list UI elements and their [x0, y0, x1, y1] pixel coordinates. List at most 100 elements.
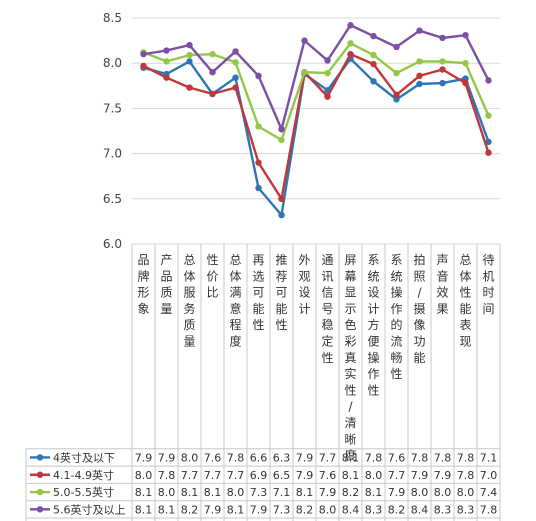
- data-label: 6.9: [250, 469, 268, 482]
- data-point: [232, 84, 239, 91]
- data-label: 8.4: [342, 503, 360, 516]
- data-point: [370, 51, 377, 59]
- y-tick-label: 8.0: [103, 56, 122, 70]
- category-label: 拍照/摄像功能: [413, 252, 425, 365]
- category-label: 声音效果: [436, 253, 448, 316]
- data-label: 8.1: [135, 503, 153, 516]
- data-point: [485, 138, 492, 146]
- data-label: 7.9: [434, 469, 452, 482]
- data-label: 8.1: [342, 451, 360, 464]
- data-label: 7.9: [388, 486, 406, 499]
- data-label: 6.5: [273, 469, 291, 482]
- data-label: 7.0: [480, 469, 498, 482]
- data-label: 7.8: [480, 503, 498, 516]
- data-point: [255, 184, 262, 192]
- data-label: 7.9: [319, 486, 337, 499]
- data-point: [462, 60, 469, 67]
- data-point: [186, 58, 193, 65]
- data-label: 8.2: [296, 503, 314, 516]
- data-label: 7.4: [480, 486, 498, 499]
- y-axis-ticks: 6.0 6.5 7.0 7.5 8.0 8.5: [103, 11, 122, 251]
- data-label: 8.0: [319, 503, 337, 516]
- data-point: [416, 80, 423, 88]
- data-point: [255, 72, 262, 80]
- data-label: 7.9: [296, 451, 314, 464]
- data-point: [209, 69, 216, 76]
- data-label: 7.9: [135, 451, 153, 464]
- data-point: [393, 91, 400, 99]
- data-label: 7.7: [204, 469, 222, 482]
- data-point: [163, 74, 170, 81]
- legend-label: 5.6英寸及以上: [53, 502, 126, 516]
- data-point: [278, 125, 285, 133]
- data-label: 7.7: [388, 469, 406, 482]
- data-point: [462, 79, 469, 87]
- data-label: 7.9: [250, 503, 268, 516]
- data-label: 7.8: [457, 469, 475, 482]
- series-lines: [140, 22, 492, 219]
- data-label: 8.0: [411, 486, 429, 499]
- data-point: [370, 78, 377, 85]
- data-label: 7.1: [480, 451, 498, 464]
- data-point: [347, 50, 354, 58]
- series-line: [143, 24, 490, 131]
- data-label: 8.0: [457, 486, 475, 499]
- data-label: 7.7: [319, 451, 337, 464]
- category-label: 性价比: [206, 253, 218, 300]
- data-label: 6.3: [273, 451, 291, 464]
- data-point: [439, 66, 446, 73]
- category-label: 外观设计: [298, 253, 310, 316]
- data-label: 7.7: [227, 469, 245, 482]
- data-point: [301, 69, 308, 76]
- series-line: [143, 57, 490, 217]
- data-label: 7.8: [365, 451, 383, 464]
- category-label: 推荐可能性: [275, 253, 287, 332]
- data-point: [416, 58, 423, 65]
- data-label: 8.3: [365, 503, 383, 516]
- y-tick-label: 7.0: [103, 147, 122, 161]
- data-label: 7.7: [181, 469, 199, 482]
- data-point: [140, 50, 147, 58]
- data-point: [370, 32, 377, 40]
- data-label: 8.3: [457, 503, 475, 516]
- category-label: 总体满意程度: [229, 253, 241, 349]
- category-label: 品牌形象: [137, 253, 149, 316]
- data-point: [416, 27, 423, 34]
- y-tick-label: 7.5: [103, 101, 122, 115]
- data-label: 7.3: [250, 486, 268, 499]
- data-point: [324, 93, 331, 100]
- data-label: 7.3: [273, 503, 291, 516]
- data-point: [462, 31, 469, 39]
- data-point: [347, 22, 354, 29]
- data-point: [393, 69, 400, 77]
- data-point: [439, 79, 446, 87]
- data-point: [301, 37, 308, 44]
- y-tick-label: 8.5: [103, 11, 122, 25]
- data-label: 7.8: [158, 469, 176, 482]
- data-point: [186, 84, 193, 91]
- data-point: [278, 136, 285, 144]
- data-point: [416, 72, 423, 80]
- legend-key-marker: [36, 471, 44, 478]
- data-point: [370, 60, 377, 68]
- data-point: [232, 48, 239, 55]
- category-label: 系统设计方便操作性: [367, 253, 379, 397]
- data-label: 8.1: [181, 486, 199, 499]
- series-line: [142, 53, 490, 201]
- data-point: [439, 58, 446, 65]
- series-line: [143, 42, 490, 142]
- data-point: [278, 195, 285, 202]
- data-label: 8.1: [135, 486, 153, 499]
- data-point: [140, 62, 147, 70]
- data-point: [209, 50, 216, 58]
- data-point: [439, 34, 446, 42]
- category-label: 待机时间: [482, 253, 494, 316]
- y-tick-label: 6.5: [103, 192, 122, 206]
- data-label: 7.6: [388, 451, 406, 464]
- data-point: [232, 59, 239, 66]
- data-label: 7.8: [227, 451, 245, 464]
- data-point: [278, 211, 285, 219]
- data-label: 7.8: [457, 451, 475, 464]
- data-label: 7.1: [273, 486, 291, 499]
